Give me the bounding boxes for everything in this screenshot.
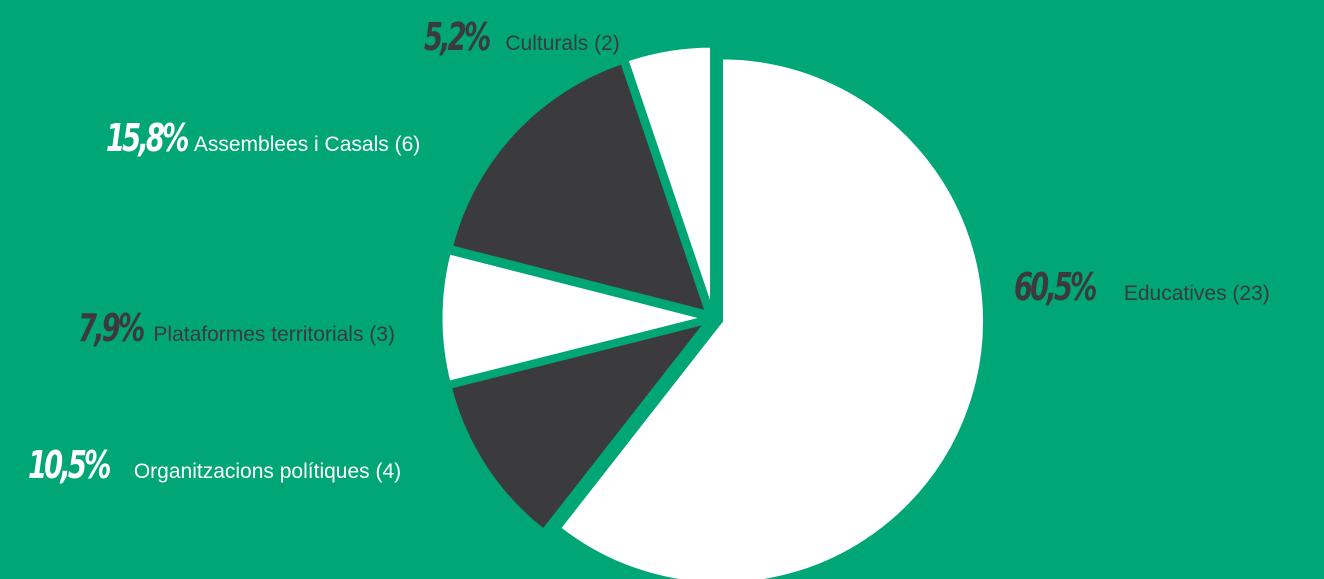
pie-slice-culturals [625,44,714,310]
pie-slice-educatives [557,56,987,579]
category-label-plataformes: Plataformes territorials (3) [153,323,395,346]
percent-label-culturals: 5,2% [424,15,491,59]
pie-slice-organitzacions [448,320,710,533]
category-label-educatives: Educatives (23) [1123,282,1270,305]
category-label-culturals: Culturals (2) [505,32,620,55]
pie-slice-plataformes [439,251,705,385]
percent-label-organitzacions: 10,5% [28,443,111,487]
category-label-assemblees: Assemblees i Casals (6) [193,133,421,156]
percent-label-educatives: 60,5% [1014,265,1097,309]
category-label-organitzacions: Organitzacions polítiques (4) [133,460,402,483]
label-assemblees: 15,8% Assemblees i Casals (6) [106,119,420,157]
label-plataformes: 7,9% Plataformes territorials (3) [78,309,395,347]
pie-slice-assemblees [449,60,709,315]
label-educatives: 60,5% Educatives (23) [1014,268,1270,306]
label-organitzacions: 10,5% Organitzacions polítiques (4) [28,446,401,484]
percent-label-assemblees: 15,8% [106,116,189,160]
percent-label-plataformes: 7,9% [78,306,145,350]
label-culturals: 5,2% Culturals (2) [424,18,620,56]
